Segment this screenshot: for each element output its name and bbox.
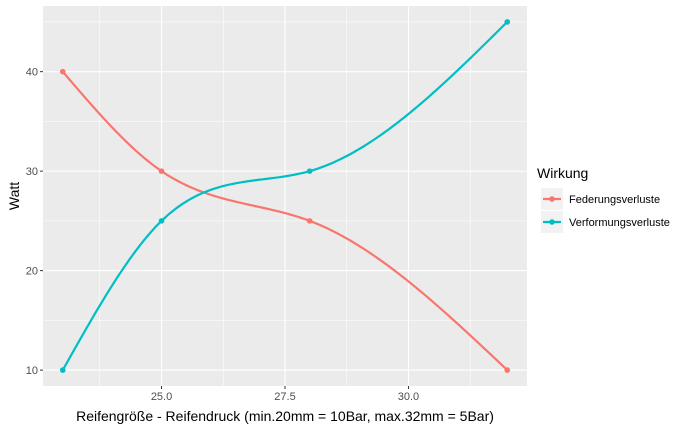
x-axis: 25.0 27.5 30.0 xyxy=(151,386,419,403)
y-tick-label: 10 xyxy=(26,365,38,377)
data-point xyxy=(59,367,66,373)
data-point xyxy=(306,218,313,224)
legend-key-point xyxy=(549,196,555,202)
x-axis-title: Reifengröße - Reifendruck (min.20mm = 10… xyxy=(76,408,494,424)
y-axis-title: Watt xyxy=(6,182,22,210)
series-line-1 xyxy=(61,70,509,372)
data-point xyxy=(504,19,511,25)
series-line-2 xyxy=(61,20,509,372)
legend: Wirkung Federungsverluste Verformungsverl… xyxy=(537,165,670,233)
y-tick-label: 20 xyxy=(26,266,38,278)
legend-key-point xyxy=(549,219,555,225)
series-layer xyxy=(59,19,511,373)
legend-label: Federungsverluste xyxy=(569,194,660,206)
data-point xyxy=(504,367,511,373)
legend-items: Federungsverluste Verformungsverluste xyxy=(541,188,670,233)
y-axis: 10 20 30 40 xyxy=(26,67,43,377)
legend-title: Wirkung xyxy=(537,165,588,181)
grid-major xyxy=(43,6,527,386)
y-tick-label: 40 xyxy=(26,67,38,79)
data-point xyxy=(306,168,313,174)
data-point xyxy=(158,218,165,224)
x-tick-label: 30.0 xyxy=(398,391,419,403)
data-point xyxy=(158,168,165,174)
legend-label: Verformungsverluste xyxy=(569,217,670,229)
data-point xyxy=(59,68,66,75)
y-tick-label: 30 xyxy=(26,166,38,178)
x-tick-label: 25.0 xyxy=(151,391,172,403)
x-tick-label: 27.5 xyxy=(274,391,295,403)
